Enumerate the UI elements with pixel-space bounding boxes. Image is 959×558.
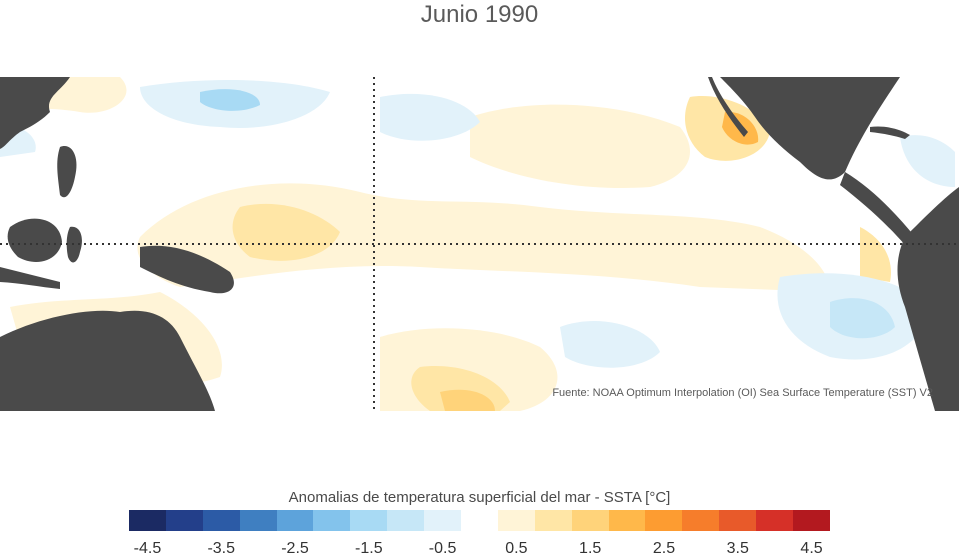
legend-swatch — [350, 510, 387, 531]
legend-tick-label: -4.5 — [134, 540, 162, 558]
legend-swatch — [498, 510, 535, 531]
source-note: Fuente: NOAA Optimum Interpolation (OI) … — [552, 387, 933, 399]
legend-tick-label: 4.5 — [800, 540, 822, 558]
legend-swatch — [203, 510, 240, 531]
legend-swatch — [129, 510, 166, 531]
legend-title: Anomalias de temperatura superficial del… — [0, 489, 959, 506]
legend-swatch — [424, 510, 461, 531]
legend-swatch — [461, 510, 498, 531]
legend-tick-label: 2.5 — [653, 540, 675, 558]
color-scale-bar — [129, 510, 830, 531]
page-title: Junio 1990 — [0, 0, 959, 30]
legend-swatch — [793, 510, 830, 531]
legend-swatch — [313, 510, 350, 531]
legend-swatch — [387, 510, 424, 531]
legend-swatch — [719, 510, 756, 531]
legend-tick-label: -3.5 — [207, 540, 235, 558]
legend-swatch — [240, 510, 277, 531]
legend-swatch — [609, 510, 646, 531]
legend-swatch — [535, 510, 572, 531]
legend-tick-label: -1.5 — [355, 540, 383, 558]
legend-swatch — [277, 510, 314, 531]
legend-swatch — [645, 510, 682, 531]
legend-swatch — [682, 510, 719, 531]
legend-tick-label: 0.5 — [505, 540, 527, 558]
sst-anomaly-map — [0, 77, 959, 411]
legend-tick-label: -2.5 — [281, 540, 309, 558]
legend-tick-label: -0.5 — [429, 540, 457, 558]
legend-tick-label: 1.5 — [579, 540, 601, 558]
legend-swatch — [756, 510, 793, 531]
legend-swatch — [572, 510, 609, 531]
legend-tick-label: 3.5 — [727, 540, 749, 558]
legend-swatch — [166, 510, 203, 531]
